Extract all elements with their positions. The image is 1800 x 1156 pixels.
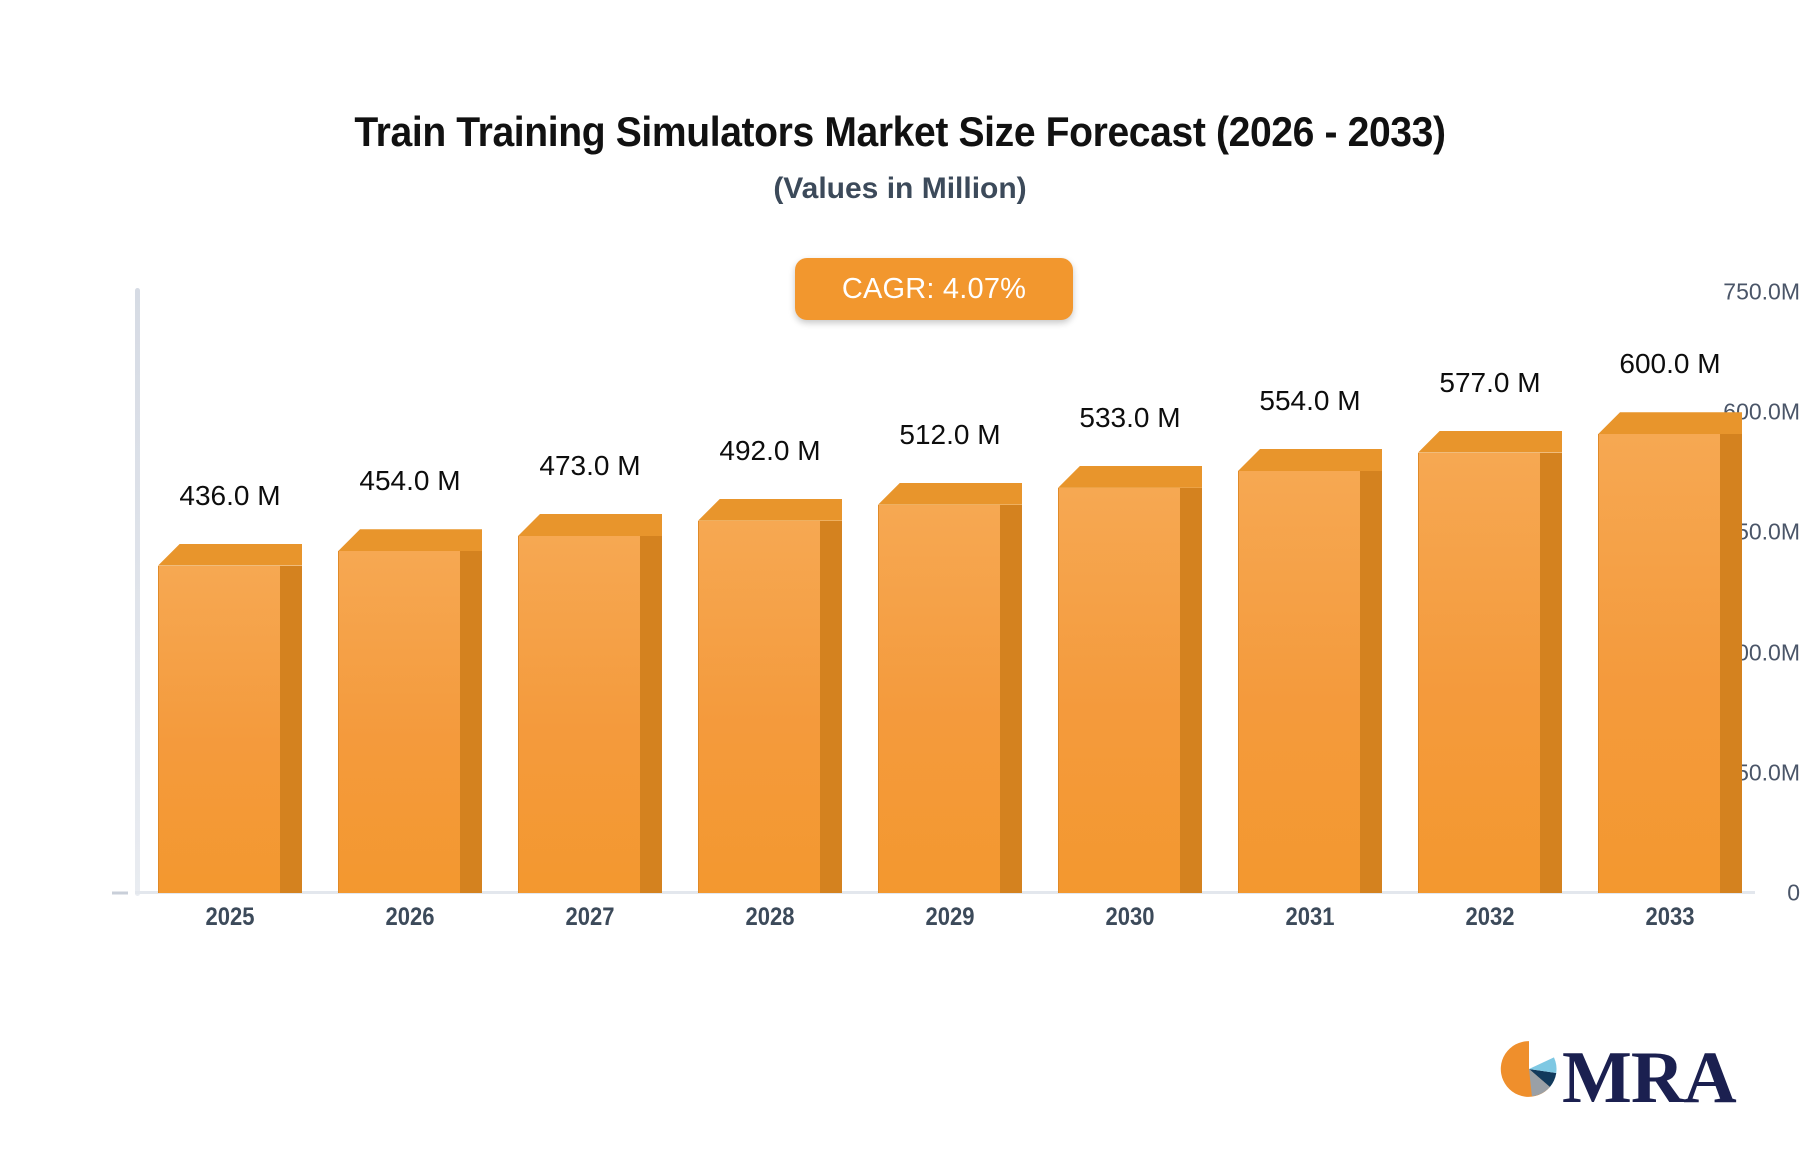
- bar-value-label: 436.0 M: [179, 479, 281, 511]
- x-axis-tick-label: 2029: [925, 903, 975, 931]
- bar-value-label: 577.0 M: [1439, 366, 1541, 398]
- x-axis-tick-label: 2027: [565, 903, 615, 931]
- mra-logo: MRA: [1500, 1037, 1737, 1119]
- x-axis-tick-label: 2032: [1465, 903, 1515, 931]
- bar-top-face: [1238, 449, 1382, 472]
- bar: [1058, 465, 1202, 893]
- logo-wordmark: MRA: [1562, 1037, 1737, 1119]
- bar-top-face: [158, 543, 302, 566]
- bar-front-face: [698, 520, 820, 893]
- bar: [878, 482, 1022, 893]
- pie-chart-icon: [1500, 1041, 1557, 1097]
- bar-side-face: [280, 565, 302, 893]
- bar-value-label: 492.0 M: [719, 434, 821, 466]
- bar: [518, 513, 662, 893]
- bar-top-face: [518, 513, 662, 536]
- bar-front-face: [878, 504, 1000, 893]
- bar-side-face: [1540, 452, 1562, 893]
- bar-front-face: [1598, 434, 1720, 893]
- x-axis-tick-label: 2033: [1645, 903, 1695, 931]
- x-axis-tick-label: 2030: [1105, 903, 1155, 931]
- cagr-badge: CAGR: 4.07%: [795, 258, 1073, 320]
- y-axis-tick-label: 750.0M: [1723, 278, 1800, 305]
- bar-value-label: 512.0 M: [899, 418, 1001, 450]
- chart-title: Train Training Simulators Market Size Fo…: [354, 108, 1446, 155]
- chart-subtitle: (Values in Million): [773, 172, 1027, 205]
- bar-value-label: 533.0 M: [1079, 401, 1181, 433]
- bar-top-face: [1058, 465, 1202, 488]
- y-axis-line: [135, 288, 140, 896]
- bar: [1598, 412, 1742, 893]
- bar-top-face: [1598, 412, 1742, 435]
- y-axis-tick-mark: [112, 891, 128, 895]
- bar-side-face: [1000, 504, 1022, 893]
- bar-side-face: [820, 520, 842, 893]
- y-axis-tick-label: 0: [1787, 879, 1800, 906]
- bar-value-label: 454.0 M: [359, 465, 461, 497]
- bar-front-face: [158, 565, 280, 893]
- bar-front-face: [338, 551, 460, 893]
- bar-top-face: [698, 498, 842, 521]
- x-axis-tick-label: 2031: [1285, 903, 1335, 931]
- x-axis-tick-label: 2028: [745, 903, 795, 931]
- bar-top-face: [338, 529, 482, 552]
- bar-side-face: [1720, 434, 1742, 893]
- bar-top-face: [878, 482, 1022, 505]
- bar: [698, 498, 842, 893]
- bar-side-face: [1180, 487, 1202, 893]
- bar-side-face: [1360, 471, 1382, 893]
- bar-front-face: [1238, 471, 1360, 893]
- bar: [338, 529, 482, 893]
- bar: [158, 543, 302, 893]
- bar: [1418, 430, 1562, 893]
- x-axis-tick-label: 2026: [385, 903, 435, 931]
- bar: [1238, 449, 1382, 893]
- bar-front-face: [518, 535, 640, 893]
- x-axis-tick-label: 2025: [205, 903, 255, 931]
- bar-front-face: [1418, 452, 1540, 893]
- bar-value-label: 600.0 M: [1619, 348, 1721, 380]
- bar-front-face: [1058, 487, 1180, 893]
- bar-side-face: [640, 535, 662, 893]
- bar-value-label: 473.0 M: [539, 449, 641, 481]
- bar-top-face: [1418, 430, 1562, 453]
- bar-side-face: [460, 551, 482, 893]
- bar-value-label: 554.0 M: [1259, 385, 1361, 417]
